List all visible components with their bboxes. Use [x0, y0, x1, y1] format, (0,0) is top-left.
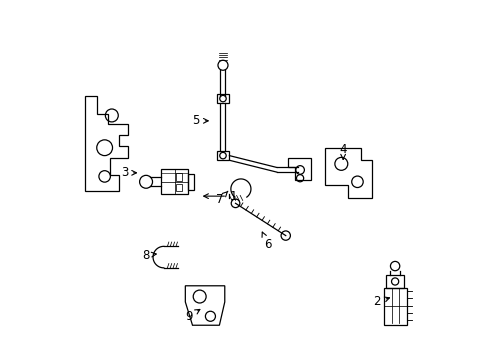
Bar	[216, 151, 229, 160]
Text: 5: 5	[192, 114, 208, 127]
Text: 8: 8	[142, 249, 156, 262]
Text: 6: 6	[262, 232, 271, 251]
Bar	[386, 275, 403, 288]
Bar	[216, 94, 229, 103]
Bar	[176, 173, 182, 181]
Text: 2: 2	[373, 296, 389, 309]
Bar	[383, 288, 406, 325]
Bar	[187, 174, 194, 190]
Text: 9: 9	[185, 310, 200, 323]
Bar	[176, 184, 182, 192]
Text: 7: 7	[215, 191, 227, 206]
Text: 1: 1	[203, 190, 237, 203]
Bar	[161, 169, 187, 194]
Text: 3: 3	[121, 166, 136, 179]
Text: 4: 4	[339, 143, 346, 159]
